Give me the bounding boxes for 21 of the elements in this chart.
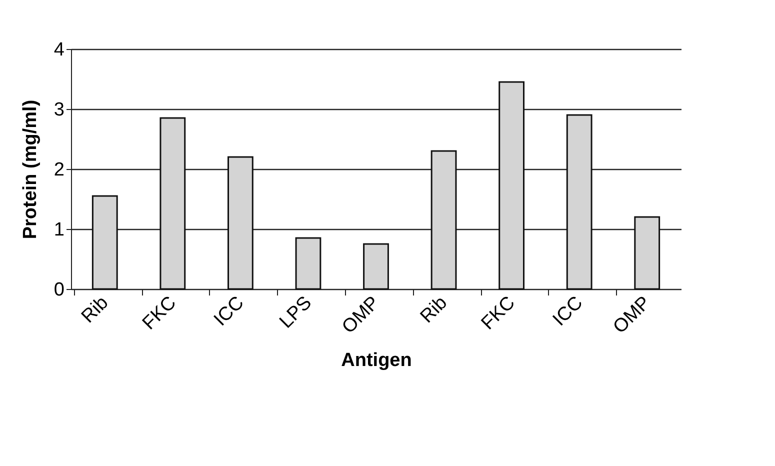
y-tick-label: 3 [54,100,64,120]
bar [363,243,389,290]
y-tick-label: 1 [54,220,64,240]
y-tick-label: 0 [54,280,64,300]
x-tick-label: ICC [549,292,588,330]
x-tick-label: Rib [416,292,452,328]
bar [295,237,322,290]
y-tick-label: 2 [54,160,64,180]
bar [430,150,457,290]
bar [227,156,254,290]
bar [498,81,525,290]
x-tick-label: Rib [78,292,113,328]
y-tick-label: 4 [54,40,65,60]
y-axis-title: Protein (mg/ml) [20,100,41,240]
x-axis-title: Antigen [341,350,412,372]
bar [566,114,592,290]
bar [160,117,186,290]
bar [634,216,660,290]
x-tick-label: LPS [276,292,316,333]
x-tick-label: ICC [210,292,248,330]
bar [92,195,118,290]
